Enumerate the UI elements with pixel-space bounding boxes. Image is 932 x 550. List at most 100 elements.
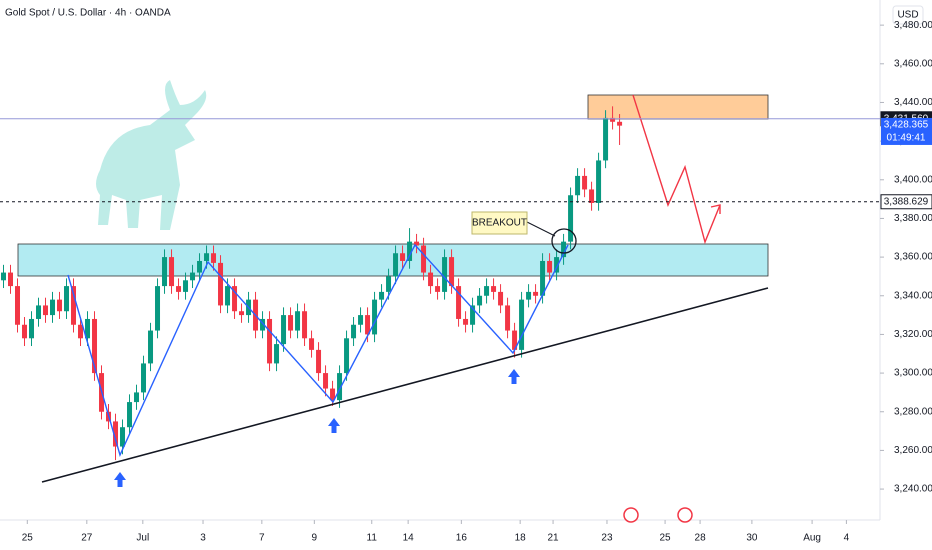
x-tick-label: 14 — [403, 533, 415, 544]
x-tick-label: 9 — [312, 533, 318, 544]
candle-body — [1, 272, 7, 281]
currency: USD — [897, 10, 918, 21]
bull-illustration — [96, 80, 207, 230]
candle-body — [379, 291, 385, 300]
candle-body — [316, 349, 322, 374]
target-zone — [587, 94, 769, 120]
candle-body — [533, 291, 539, 296]
candle-body — [29, 318, 35, 339]
candle-body — [183, 280, 189, 292]
breakout-circle — [551, 228, 577, 254]
candle-body — [113, 421, 119, 447]
candle-body — [400, 253, 406, 261]
x-tick-label: 25 — [660, 533, 672, 544]
candle-body — [547, 260, 553, 273]
projection-arrowhead — [710, 204, 721, 214]
x-tick-label: 18 — [515, 533, 527, 544]
y-tick-label: 3,240.000 — [894, 484, 932, 495]
candle-body — [169, 257, 175, 287]
candle-body — [575, 175, 581, 196]
candle-body — [8, 272, 14, 287]
candle-body — [120, 427, 126, 447]
candle-body — [71, 286, 77, 325]
x-tick-label: 30 — [746, 533, 758, 544]
candle-body — [414, 241, 420, 246]
candle-body — [330, 388, 336, 401]
candle-body — [141, 363, 147, 393]
candle-body — [134, 392, 140, 403]
candle-body — [85, 318, 91, 339]
candle-body — [239, 311, 245, 316]
callout-box — [471, 211, 528, 235]
candle-body — [393, 253, 399, 277]
up-arrows — [114, 369, 520, 487]
candle-body — [568, 195, 574, 242]
y-tick-label: 3,480.000 — [894, 20, 932, 31]
candle-body — [610, 117, 616, 122]
x-tick-label: 21 — [548, 533, 560, 544]
candle-body — [78, 324, 84, 339]
candle-body — [302, 311, 308, 339]
candle-body — [477, 295, 483, 306]
x-tick-label: 28 — [695, 533, 707, 544]
x-tick-label: 25 — [22, 533, 34, 544]
projection-path — [632, 94, 721, 245]
candle-body — [589, 189, 595, 203]
candle-body — [218, 262, 224, 306]
x-tick-label: Aug — [803, 533, 821, 544]
candle-body — [484, 286, 490, 296]
candle-body — [43, 305, 49, 316]
x-tick-label: Jul — [136, 533, 149, 544]
candle-body — [92, 318, 98, 374]
pattern-line — [67, 243, 569, 458]
candle-body — [127, 402, 133, 428]
candle-body — [176, 286, 182, 292]
currency-box[interactable] — [892, 5, 924, 25]
candle-body — [288, 315, 294, 331]
candle-body — [15, 286, 21, 325]
candle-body — [190, 272, 196, 281]
candle-body — [456, 286, 462, 319]
candle-body — [498, 291, 504, 306]
candle-body — [337, 373, 343, 401]
candle-body — [57, 299, 63, 312]
x-tick-label: 16 — [456, 533, 468, 544]
x-tick-label: 27 — [81, 533, 93, 544]
y-tick-label: 3,320.000 — [894, 329, 932, 340]
candle-body — [407, 241, 413, 261]
candle-body — [197, 260, 203, 273]
callout-line — [526, 221, 556, 237]
candle-body — [211, 253, 217, 263]
last-price-label: 3,428.365 — [884, 120, 929, 131]
candle-body — [554, 257, 560, 273]
candle-body — [358, 315, 364, 325]
y-tick-label: 3,300.000 — [894, 368, 932, 379]
candle-body — [449, 257, 455, 287]
candle-body — [281, 315, 287, 345]
candle-body — [344, 338, 350, 374]
y-tick-label: 3,280.000 — [894, 406, 932, 417]
callout-text: BREAKOUT — [472, 218, 527, 229]
candle-body — [204, 253, 210, 261]
price-label-box — [880, 194, 932, 210]
candle-body — [225, 286, 231, 306]
support-zone — [17, 243, 769, 277]
event-icons[interactable] — [623, 507, 693, 523]
candle-body — [442, 257, 448, 292]
x-tick-label: 3 — [200, 533, 206, 544]
y-tick-label: 3,400.000 — [894, 174, 932, 185]
candle-body — [470, 305, 476, 325]
candle-body — [372, 299, 378, 335]
candle-body — [365, 315, 371, 335]
candle-body — [561, 241, 567, 258]
candle-body — [162, 257, 168, 287]
candle-body — [232, 286, 238, 312]
x-tick-label: 4 — [844, 533, 850, 544]
candle-body — [526, 291, 532, 300]
y-tick-label: 3,440.000 — [894, 97, 932, 108]
candle-body — [596, 160, 602, 203]
candle-body — [463, 318, 469, 325]
candle-body — [274, 344, 280, 364]
x-tick-label: 23 — [601, 533, 613, 544]
